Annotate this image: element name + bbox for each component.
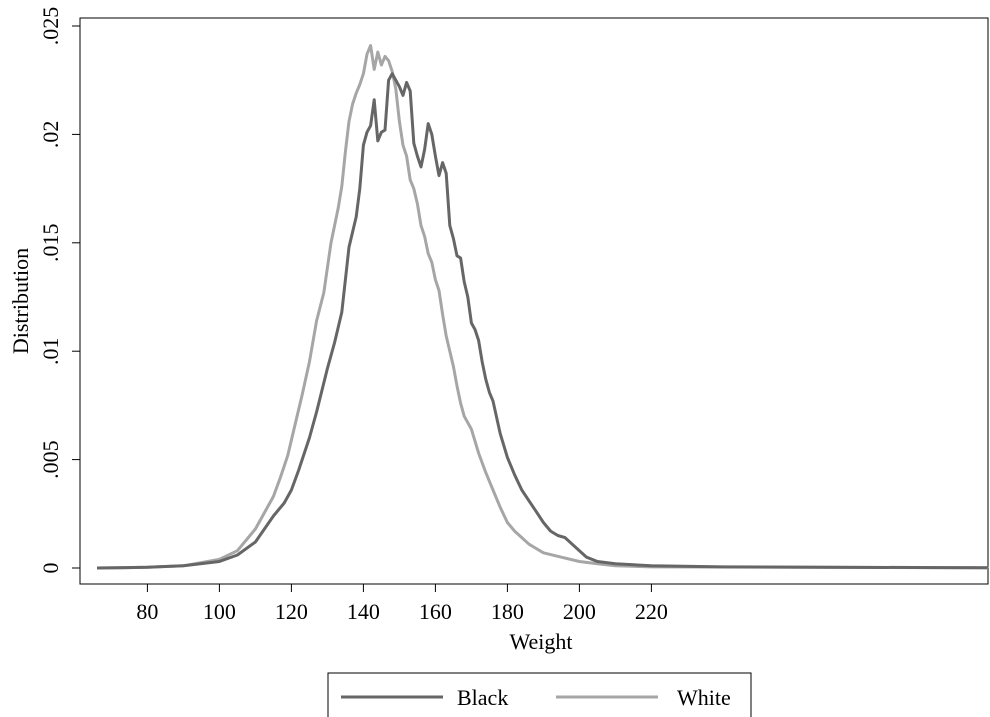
legend-box bbox=[327, 672, 752, 717]
legend-label-black: Black bbox=[457, 685, 508, 710]
y-axis-title: Distribution bbox=[8, 248, 33, 354]
y-tick-label: .025 bbox=[38, 7, 63, 46]
x-tick-label: 220 bbox=[635, 599, 668, 624]
x-tick-label: 160 bbox=[419, 599, 452, 624]
y-axis: 0 .005 .01 .015 .02 .025 bbox=[38, 7, 80, 574]
x-axis: 80 100 120 140 160 180 200 220 bbox=[136, 584, 668, 624]
plot-area-frame bbox=[79, 17, 989, 585]
series-layer bbox=[96, 44, 989, 570]
x-tick-label: 140 bbox=[347, 599, 380, 624]
x-tick-label: 200 bbox=[563, 599, 596, 624]
x-tick-label: 180 bbox=[491, 599, 524, 624]
x-tick-label: 80 bbox=[136, 599, 158, 624]
series-line-black bbox=[96, 72, 989, 570]
y-tick-label: 0 bbox=[38, 563, 63, 574]
legend-label-white: White bbox=[677, 685, 731, 710]
x-axis-title: Weight bbox=[510, 629, 573, 654]
x-tick-label: 100 bbox=[203, 599, 236, 624]
series-line-white bbox=[96, 44, 989, 570]
y-tick-label: .015 bbox=[38, 224, 63, 262]
x-tick-label: 120 bbox=[275, 599, 308, 624]
legend: Black White bbox=[327, 672, 752, 717]
y-tick-label: .02 bbox=[38, 121, 63, 149]
y-tick-label: .01 bbox=[38, 337, 63, 365]
y-tick-label: .005 bbox=[38, 440, 63, 479]
